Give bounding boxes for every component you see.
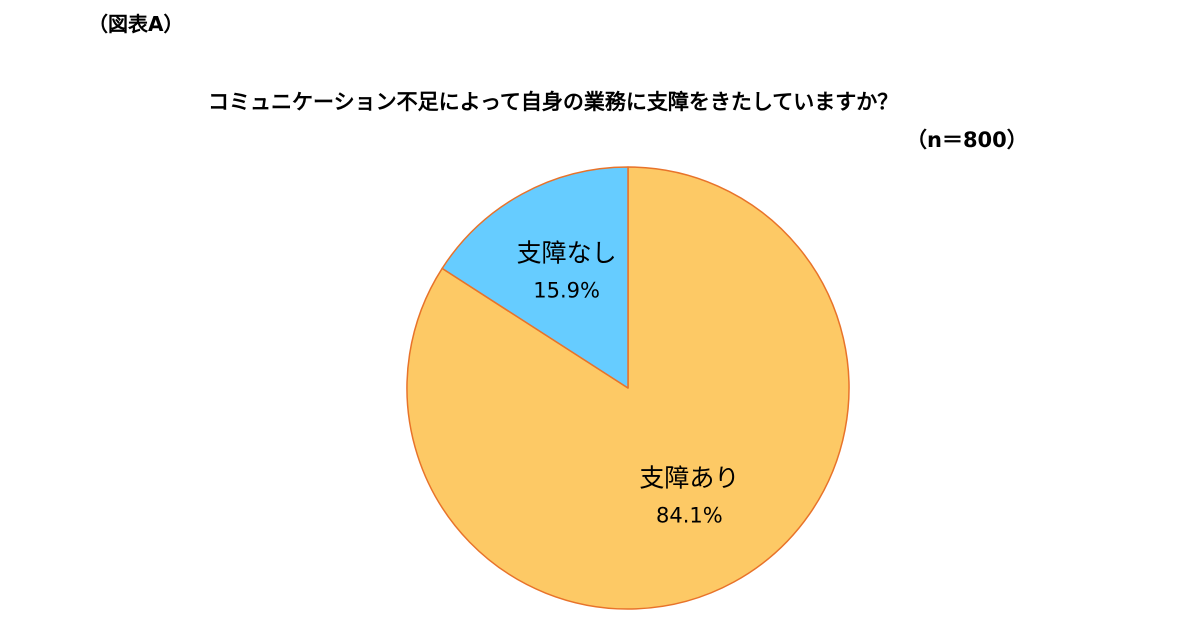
pie-slice-label: 支障なし — [517, 238, 617, 267]
figure-label: （図表A） — [88, 12, 184, 36]
pie-labels: 支障あり 84.1% 支障なし 15.9% — [517, 238, 740, 527]
sample-size-label: （n＝800） — [906, 128, 1028, 152]
pie-slice-2 — [441, 166, 629, 389]
pie-slice-value-label: 84.1% — [656, 504, 723, 528]
chart-title: コミュニケーション不足によって自身の業務に支障をきたしていますか？ — [208, 90, 899, 114]
pie-slice-label: 支障あり — [639, 464, 739, 493]
pie-slices — [406, 166, 850, 610]
pie-slice-value-label: 15.9% — [533, 278, 600, 302]
